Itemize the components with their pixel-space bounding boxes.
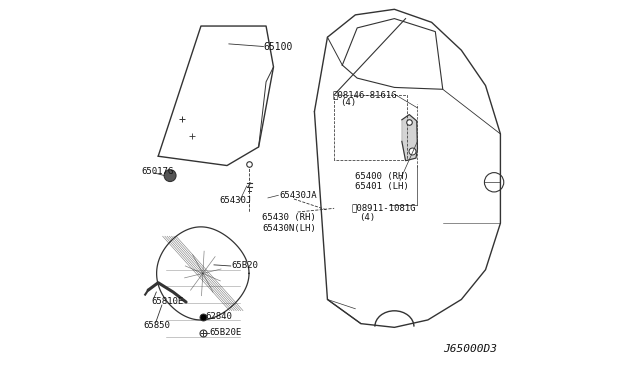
Text: (4): (4)	[359, 213, 375, 222]
Text: 65B20E: 65B20E	[209, 328, 242, 337]
Text: 65430 (RH): 65430 (RH)	[262, 213, 316, 222]
Text: 65B20: 65B20	[232, 262, 259, 270]
Text: 65430N(LH): 65430N(LH)	[262, 224, 316, 233]
Text: J65000D3: J65000D3	[443, 344, 497, 354]
Text: Ⓑ08146-8161G: Ⓑ08146-8161G	[332, 90, 397, 99]
Text: 65810E: 65810E	[152, 297, 184, 306]
Text: 65017G: 65017G	[141, 167, 173, 176]
Text: 65850: 65850	[143, 321, 170, 330]
Text: 65430J: 65430J	[220, 196, 252, 205]
Text: 65430JA: 65430JA	[279, 191, 317, 200]
Circle shape	[164, 170, 176, 182]
Text: Ⓝ08911-1081G: Ⓝ08911-1081G	[351, 204, 416, 213]
Polygon shape	[402, 115, 417, 161]
Text: 65100: 65100	[264, 42, 293, 51]
Text: 62840: 62840	[206, 312, 233, 321]
Text: 65400 (RH): 65400 (RH)	[355, 172, 409, 181]
Text: 65401 (LH): 65401 (LH)	[355, 182, 409, 190]
Text: (4): (4)	[340, 98, 356, 107]
